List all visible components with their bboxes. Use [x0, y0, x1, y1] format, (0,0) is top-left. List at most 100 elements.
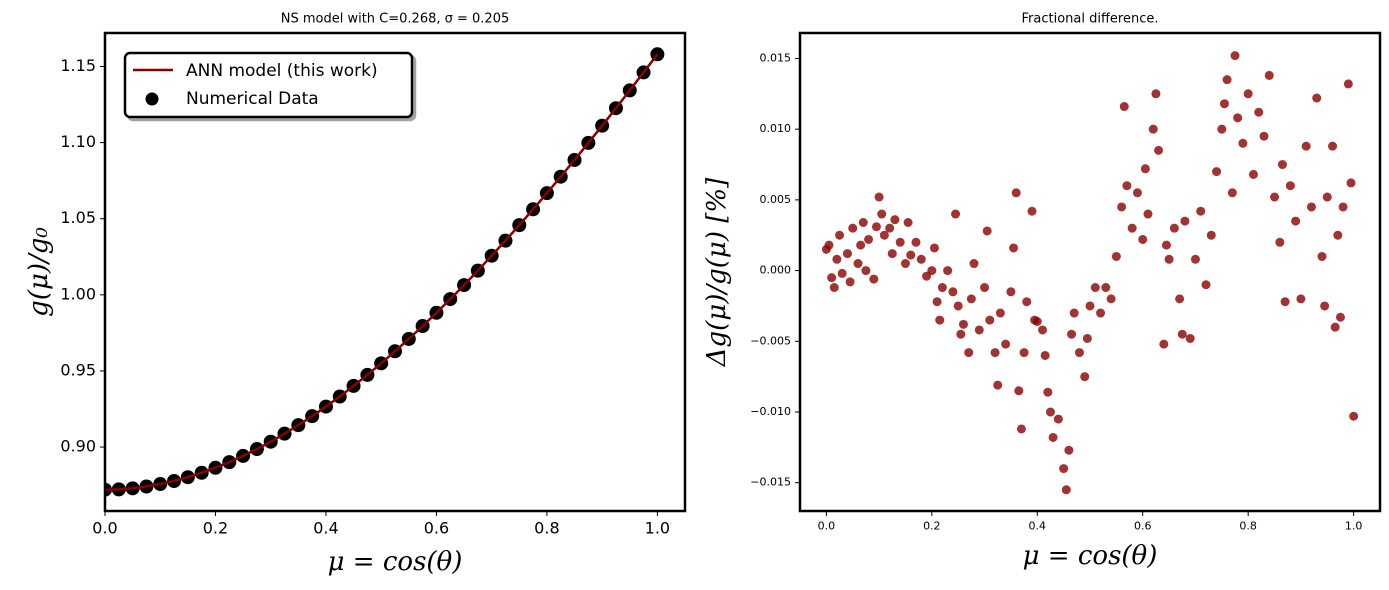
data-point [903, 218, 913, 228]
data-point [1164, 254, 1174, 264]
data-point [842, 249, 852, 259]
y-tick-label: −0.010 [750, 405, 791, 418]
data-point [1346, 178, 1356, 188]
data-point [1230, 51, 1240, 61]
x-tick-label: 0.8 [534, 519, 559, 538]
x-tick-label: 1.0 [1345, 520, 1363, 533]
data-point [1009, 243, 1019, 253]
data-point [1217, 124, 1227, 134]
data-point [1022, 297, 1032, 307]
data-point [1006, 287, 1016, 297]
data-point [1045, 407, 1055, 417]
data-point [1038, 325, 1048, 335]
data-point [1159, 339, 1169, 349]
x-tick-label: 0.6 [1134, 520, 1152, 533]
data-point [1111, 251, 1121, 261]
data-point [1127, 223, 1137, 233]
data-point [1085, 301, 1095, 311]
data-point [1343, 79, 1353, 89]
data-point [900, 259, 910, 269]
data-point [980, 283, 990, 293]
data-point [948, 287, 958, 297]
data-point [1285, 181, 1295, 191]
data-point [1259, 131, 1269, 141]
data-point [922, 271, 932, 281]
data-point [1080, 372, 1090, 382]
data-point [1096, 308, 1106, 318]
y-tick-label: 1.15 [60, 56, 96, 75]
y-tick-label: 0.000 [760, 264, 792, 277]
data-point [1040, 350, 1050, 360]
data-point [1206, 230, 1216, 240]
data-point [1317, 251, 1327, 261]
data-point [958, 319, 968, 329]
y-axis-label: g(μ)/g₀ [24, 227, 54, 317]
data-point [1048, 432, 1058, 442]
x-tick-label: 1.0 [645, 519, 670, 538]
data-point [927, 266, 937, 276]
data-point [1275, 237, 1285, 247]
x-tick-label: 0.6 [424, 519, 449, 538]
legend-box [123, 51, 414, 119]
data-point [1270, 192, 1280, 202]
y-tick-label: 0.90 [60, 437, 96, 456]
data-point [1280, 297, 1290, 307]
data-point [853, 259, 863, 269]
data-point [1122, 181, 1132, 191]
x-tick-label: 0.4 [313, 519, 338, 538]
data-point [1264, 70, 1274, 80]
data-point [1175, 294, 1185, 304]
data-point [861, 266, 871, 276]
x-tick-label: 0.2 [923, 520, 941, 533]
data-point [1248, 169, 1258, 179]
data-point [1154, 145, 1164, 155]
data-point [1277, 160, 1287, 170]
chart-title: NS model with C=0.268, σ = 0.205 [281, 12, 510, 27]
x-tick-label: 0.2 [203, 519, 228, 538]
data-point [1106, 294, 1116, 304]
data-point [1312, 93, 1322, 103]
data-point [982, 226, 992, 236]
data-point [1082, 333, 1092, 343]
data-point [848, 223, 858, 233]
data-point [824, 240, 834, 250]
x-axis-label: μ = cos(θ) [328, 547, 463, 577]
data-point [1335, 312, 1345, 322]
data-point [1064, 445, 1074, 455]
data-point [1069, 308, 1079, 318]
axes-frame [798, 31, 1382, 513]
y-tick-label: 1.05 [60, 208, 96, 227]
data-point [1328, 141, 1338, 151]
data-point [937, 283, 947, 293]
data-point [932, 297, 942, 307]
data-point [1148, 124, 1158, 134]
data-point [1296, 294, 1306, 304]
data-point [1001, 339, 1011, 349]
data-point [1333, 230, 1343, 240]
data-point [993, 380, 1003, 390]
data-point [858, 218, 868, 228]
data-point [1119, 102, 1129, 112]
data-point [1053, 414, 1063, 424]
data-point [943, 266, 953, 276]
y-tick-label: 1.10 [60, 132, 96, 151]
data-point [966, 294, 976, 304]
data-point [1320, 301, 1330, 311]
data-point [1117, 202, 1127, 212]
data-point [832, 254, 842, 264]
data-point [985, 315, 995, 325]
plot-area [105, 47, 665, 497]
data-point [887, 249, 897, 259]
data-point [879, 230, 889, 240]
y-tick-label: 0.005 [760, 193, 792, 206]
legend-label: ANN model (this work) [186, 61, 378, 81]
data-point [1059, 464, 1069, 474]
x-axis-label: μ = cos(θ) [1023, 541, 1158, 571]
y-tick-label: 0.015 [760, 51, 792, 64]
y-tick-label: 0.95 [60, 360, 96, 379]
data-point [1227, 188, 1237, 198]
data-point [1011, 188, 1021, 198]
y-tick-label: 1.00 [60, 284, 96, 303]
data-point [827, 273, 837, 283]
data-point [990, 348, 1000, 358]
